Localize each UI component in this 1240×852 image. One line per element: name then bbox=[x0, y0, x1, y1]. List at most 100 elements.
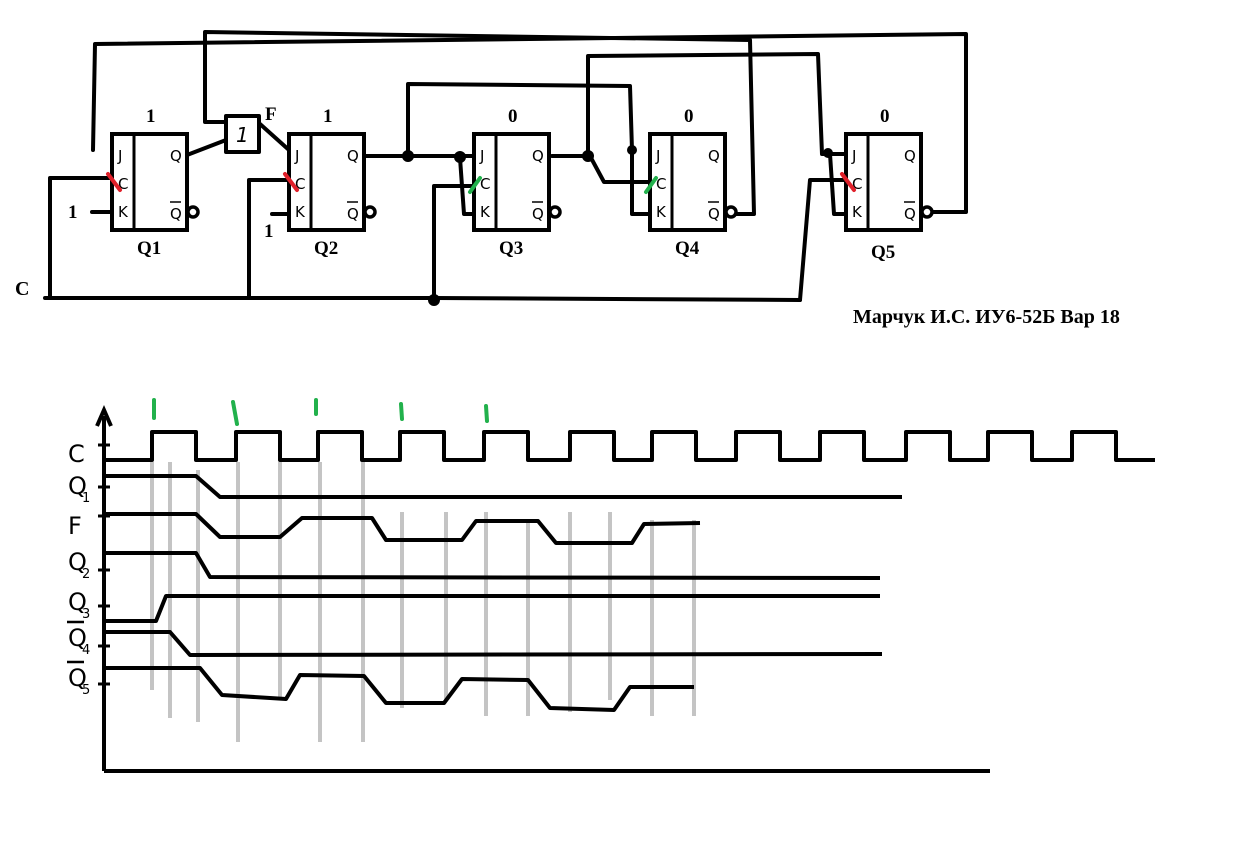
clock-bus-wire-tail bbox=[432, 296, 802, 302]
gate-output-label: F bbox=[265, 104, 277, 125]
pin-k-label: K bbox=[656, 203, 667, 221]
clock-q3-wire bbox=[432, 184, 476, 302]
junction-dot bbox=[582, 150, 594, 162]
q5-k-tie-wire bbox=[828, 152, 848, 216]
pin-q-label: Q bbox=[347, 147, 359, 165]
junction-dot bbox=[402, 150, 414, 162]
q3-to-q4-wire bbox=[550, 154, 652, 184]
pin-q-label: Q bbox=[170, 147, 182, 165]
flipflop-body bbox=[648, 132, 727, 232]
f-waveform bbox=[104, 512, 701, 545]
q2-waveform bbox=[104, 551, 881, 580]
signal-subscript: 1 bbox=[82, 491, 90, 506]
feedback-q4bar-to-gate-wire bbox=[203, 30, 756, 216]
flipflop-name: Q2 bbox=[314, 238, 338, 259]
pin-c-label: C bbox=[852, 175, 862, 193]
pin-q-label: Q bbox=[904, 147, 916, 165]
q2-k-constant-label: 1 bbox=[264, 221, 274, 242]
signal-subscript: 4 bbox=[82, 643, 90, 658]
signal-subscript: 2 bbox=[82, 567, 90, 582]
flipflop-name: Q5 bbox=[871, 242, 895, 263]
flipflop-state: 0 bbox=[508, 106, 518, 127]
clock-edge-mark-icon bbox=[644, 176, 658, 194]
pin-j-label: J bbox=[479, 147, 484, 165]
flipflop-name: Q1 bbox=[137, 238, 161, 259]
author-caption: Марчук И.С. ИУ6-52Б Вар 18 bbox=[853, 306, 1120, 328]
inverter-bubble-icon bbox=[920, 205, 934, 219]
pin-q-label: Q bbox=[708, 147, 720, 165]
clock-q1-wire bbox=[48, 176, 114, 300]
flipflop-body bbox=[472, 132, 551, 232]
q4bar-waveform bbox=[104, 630, 883, 657]
junction-dot bbox=[454, 151, 466, 163]
signal-subscript: 5 bbox=[82, 683, 90, 698]
flipflop-state: 0 bbox=[684, 106, 694, 127]
signal-label: F bbox=[68, 512, 82, 540]
pin-k-label: K bbox=[295, 203, 306, 221]
clock-edge-mark-icon bbox=[106, 172, 122, 192]
timing-axes bbox=[95, 405, 990, 773]
junction-dot bbox=[428, 294, 440, 306]
flipflop-name: Q3 bbox=[499, 238, 523, 259]
gate-symbol-label: 1 bbox=[236, 123, 249, 147]
pin-j-label: J bbox=[117, 147, 122, 165]
q1-k-constant-label: 1 bbox=[68, 202, 78, 223]
pin-j-label: J bbox=[294, 147, 299, 165]
q1-to-gate-wire bbox=[185, 138, 228, 157]
inverter-bubble-icon bbox=[363, 205, 377, 219]
signal-label: Q bbox=[68, 472, 87, 500]
q3-waveform bbox=[104, 594, 880, 623]
clock-waveform bbox=[104, 430, 1155, 462]
timing-guide-lines bbox=[150, 462, 696, 742]
signal-label: Q bbox=[68, 664, 87, 692]
clock-q5-wire bbox=[798, 178, 848, 302]
pin-j-label: J bbox=[851, 147, 856, 165]
signal-label: Q bbox=[68, 588, 87, 616]
flipflop-state: 1 bbox=[323, 106, 333, 127]
logic-gate bbox=[224, 114, 261, 154]
q2-loop-up-wire bbox=[406, 82, 634, 158]
clock-edge-mark-icon bbox=[283, 172, 299, 192]
clock-edge-mark-icon bbox=[468, 176, 482, 194]
pin-qbar-label: Q bbox=[708, 205, 720, 223]
inverter-bubble-icon bbox=[548, 205, 562, 219]
clock-input-label: C bbox=[15, 278, 29, 300]
q3-k-tie-wire bbox=[458, 156, 476, 216]
waveforms bbox=[98, 430, 1155, 712]
clock-edge-marks bbox=[152, 398, 489, 426]
signal-label: C bbox=[68, 440, 85, 468]
junction-dot bbox=[823, 148, 833, 158]
pin-k-label: K bbox=[852, 203, 863, 221]
feedback-q5-to-q1-wire bbox=[91, 32, 968, 214]
clock-edge-mark-icon bbox=[399, 402, 404, 421]
signal-label: Q bbox=[68, 548, 87, 576]
pin-c-label: C bbox=[295, 175, 305, 193]
q5bar-waveform bbox=[104, 666, 694, 712]
pin-k-label: K bbox=[118, 203, 129, 221]
pin-c-label: C bbox=[656, 175, 666, 193]
clock-edge-mark-icon bbox=[231, 400, 239, 426]
pin-qbar-label: Q bbox=[347, 205, 359, 223]
axis-arrow-icon bbox=[95, 405, 113, 427]
inverter-bubble-icon bbox=[186, 205, 200, 219]
flipflop-name: Q4 bbox=[675, 238, 700, 259]
flipflop-q4: JCK Q Q 0 Q4 bbox=[644, 106, 738, 259]
flipflop-state: 1 bbox=[146, 106, 156, 127]
pin-j-label: J bbox=[655, 147, 660, 165]
clock-edge-mark-icon bbox=[840, 172, 856, 192]
flipflop-body bbox=[844, 132, 923, 232]
flipflop-q3: JCK Q Q 0 Q3 bbox=[468, 106, 562, 259]
pin-qbar-label: Q bbox=[532, 205, 544, 223]
pin-qbar-label: Q bbox=[170, 205, 182, 223]
gate-to-q2-wire bbox=[258, 122, 291, 152]
flipflop-q5: JCK Q Q 0 Q5 bbox=[840, 106, 934, 263]
wires bbox=[43, 30, 968, 302]
signal-label: Q bbox=[68, 624, 87, 652]
pin-k-label: K bbox=[480, 203, 491, 221]
circuit-schematic bbox=[43, 30, 968, 306]
junction-dot bbox=[627, 145, 637, 155]
